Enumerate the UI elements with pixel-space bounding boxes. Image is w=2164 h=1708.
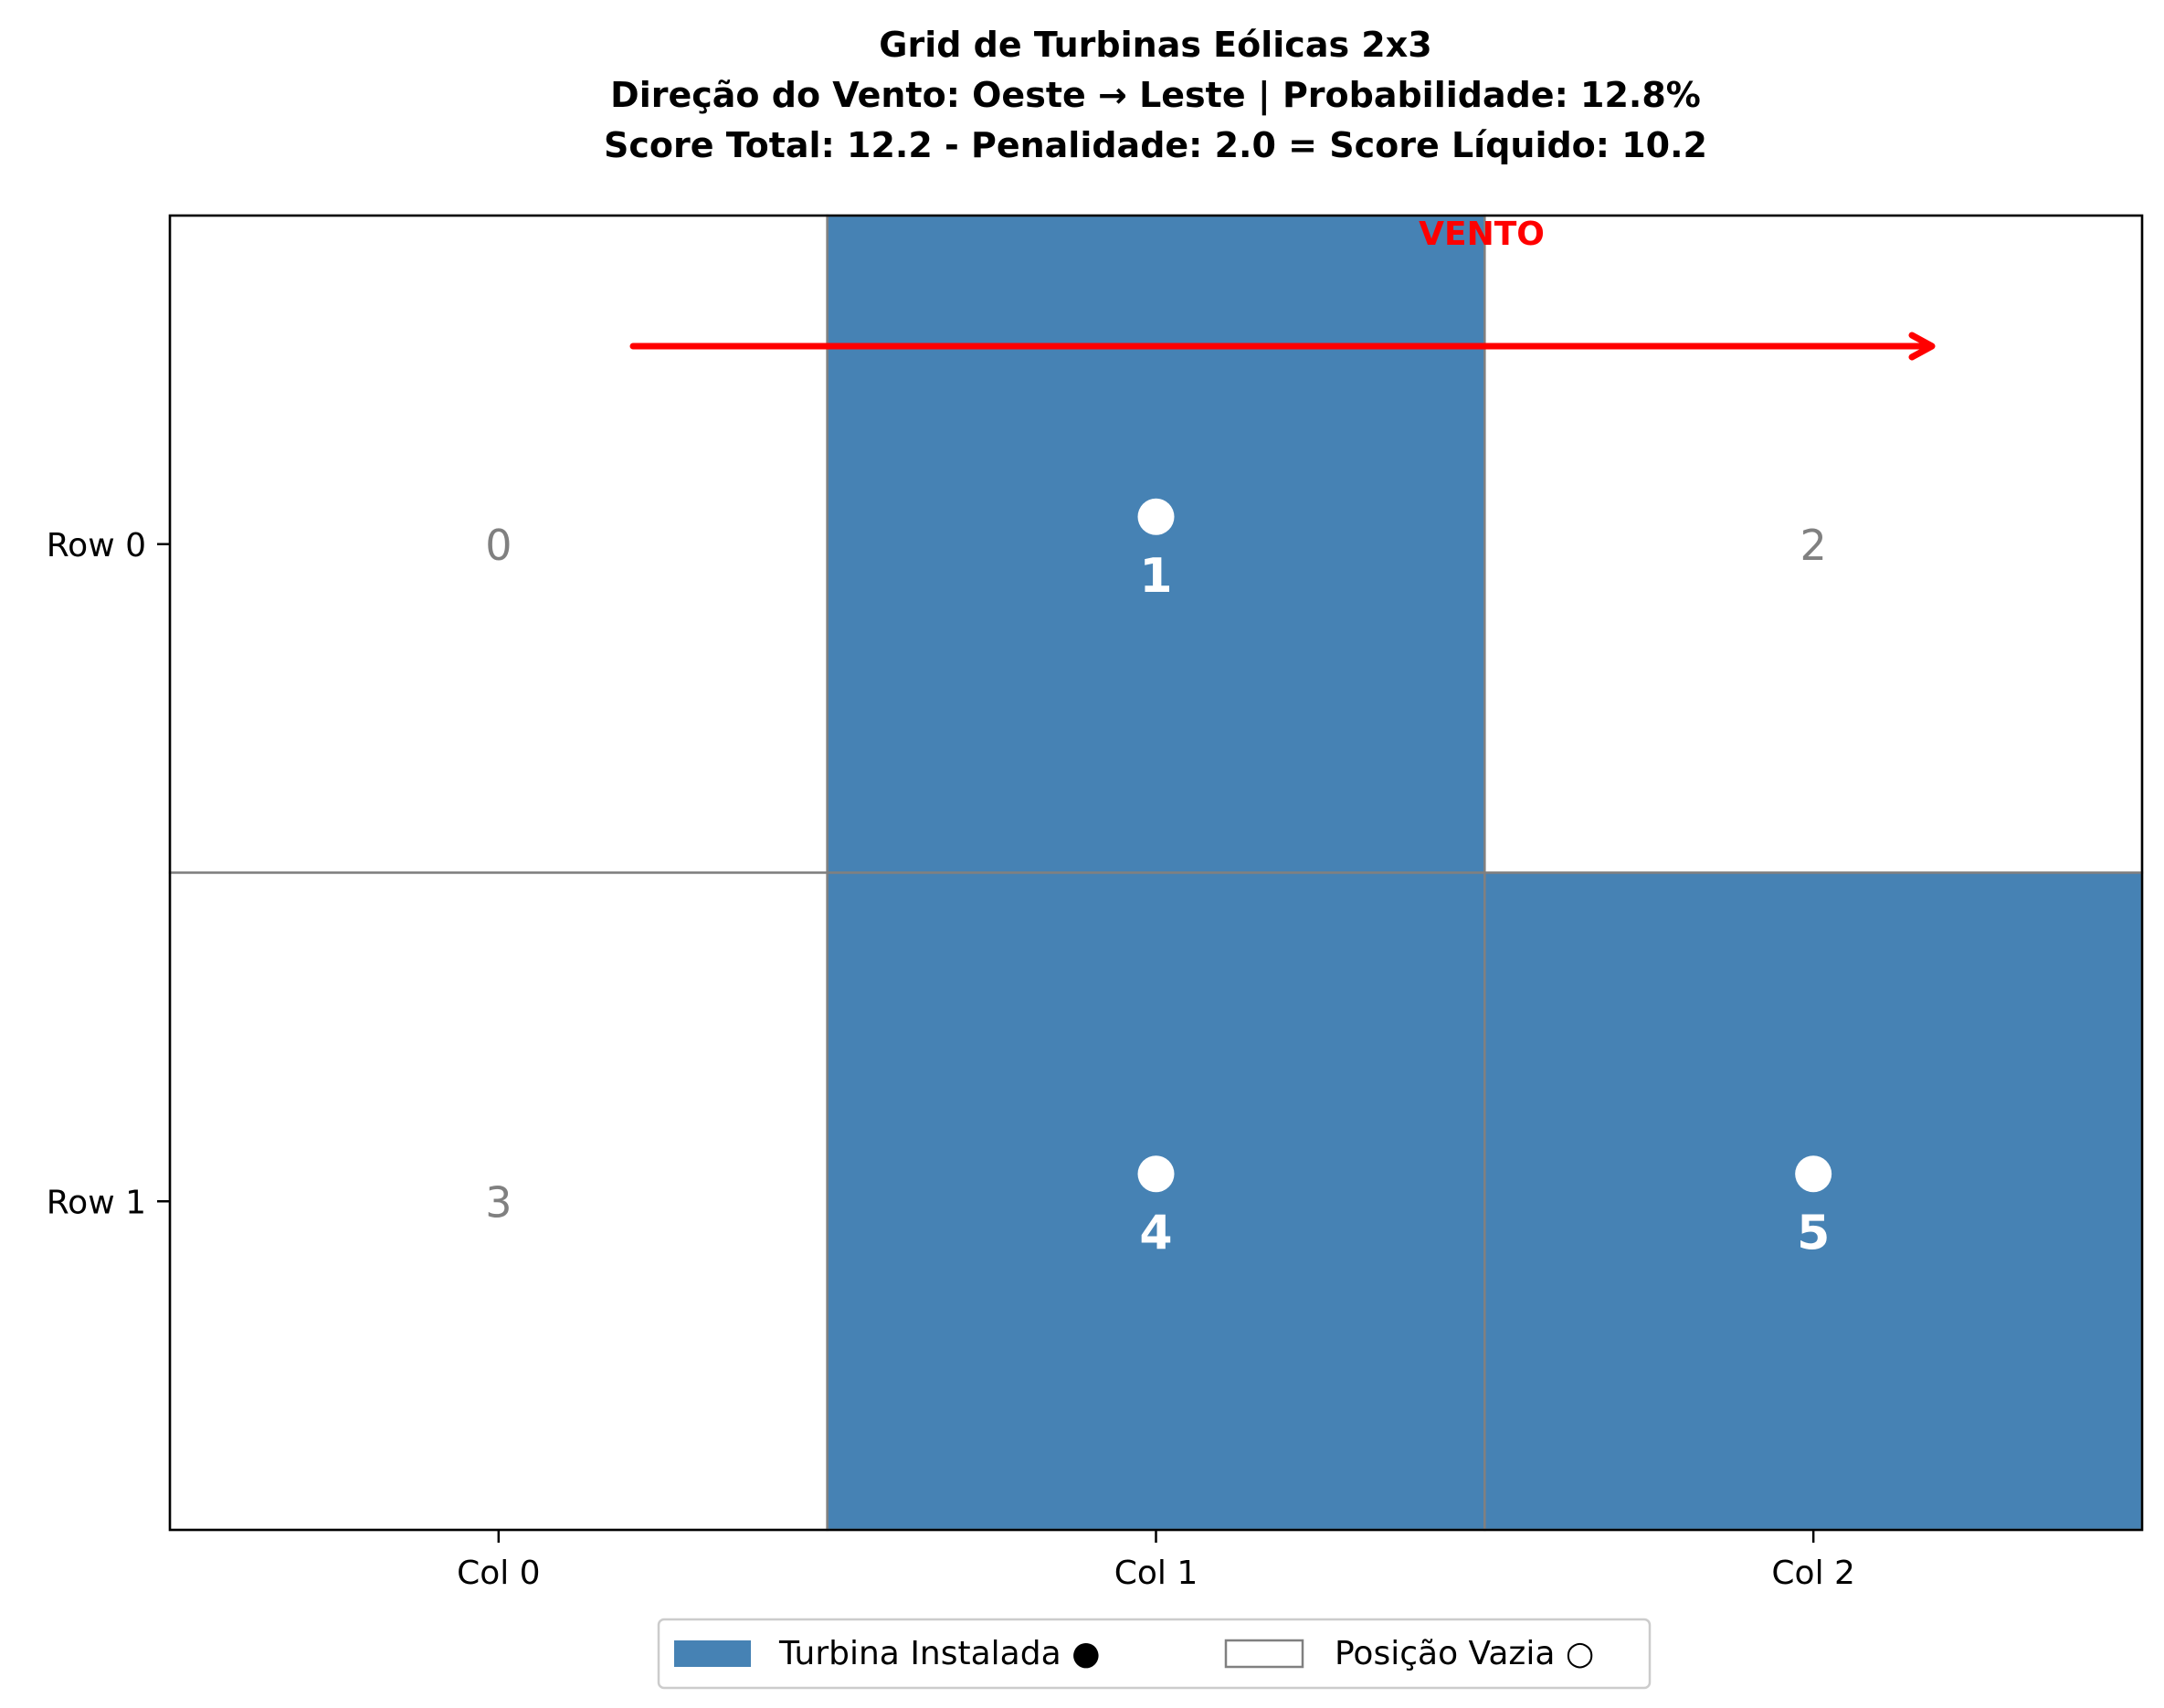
cell-label: 2: [1800, 521, 1827, 570]
chart-title: Grid de Turbinas Eólicas 2x3 Direção do …: [604, 25, 1707, 165]
grid-cell: [168, 214, 829, 874]
title-line-1: Grid de Turbinas Eólicas 2x3: [879, 25, 1431, 65]
axes: Col 0 Col 1 Col 2 Row 0 Row 1: [47, 214, 2144, 1592]
legend-swatch-turbine: [674, 1640, 751, 1667]
legend-label-turbine: Turbina Instalada ●: [778, 1635, 1101, 1672]
legend: Turbina Instalada ● Posição Vazia ○: [657, 1618, 1652, 1690]
y-tick-label: Row 0: [47, 527, 146, 564]
cell-label: 1: [1139, 549, 1172, 604]
grid-cell: [1483, 871, 2144, 1532]
turbine-marker: [1137, 1155, 1175, 1193]
title-line-2: Direção do Vento: Oeste → Leste | Probab…: [610, 75, 1701, 116]
cell-label: 0: [485, 521, 512, 570]
x-tick-label: Col 0: [457, 1555, 541, 1592]
wind-indicator: VENTO: [629, 216, 1936, 361]
legend-label-empty: Posição Vazia ○: [1335, 1635, 1594, 1672]
y-tick-label: Row 1: [47, 1184, 146, 1221]
grid-cell: [826, 214, 1486, 874]
grid-cell: [1483, 214, 2144, 874]
wind-label: VENTO: [1419, 216, 1545, 253]
x-tick-label: Col 1: [1114, 1555, 1198, 1592]
x-tick-label: Col 2: [1771, 1555, 1855, 1592]
cell-label: 3: [485, 1177, 512, 1227]
legend-swatch-empty: [1224, 1639, 1304, 1669]
cell-label: 4: [1139, 1206, 1172, 1260]
grid-cell: [168, 871, 829, 1532]
grid-cells: 0 1 2 3 4 5: [168, 214, 2144, 1532]
turbine-marker: [1137, 498, 1175, 535]
legend-box: [657, 1618, 1652, 1690]
cell-label: 5: [1797, 1206, 1830, 1260]
wind-arrow-head: [1908, 332, 1936, 361]
title-line-3: Score Total: 12.2 - Penalidade: 2.0 = Sc…: [604, 125, 1707, 165]
grid-cell: [826, 871, 1486, 1532]
turbine-marker: [1795, 1155, 1832, 1193]
